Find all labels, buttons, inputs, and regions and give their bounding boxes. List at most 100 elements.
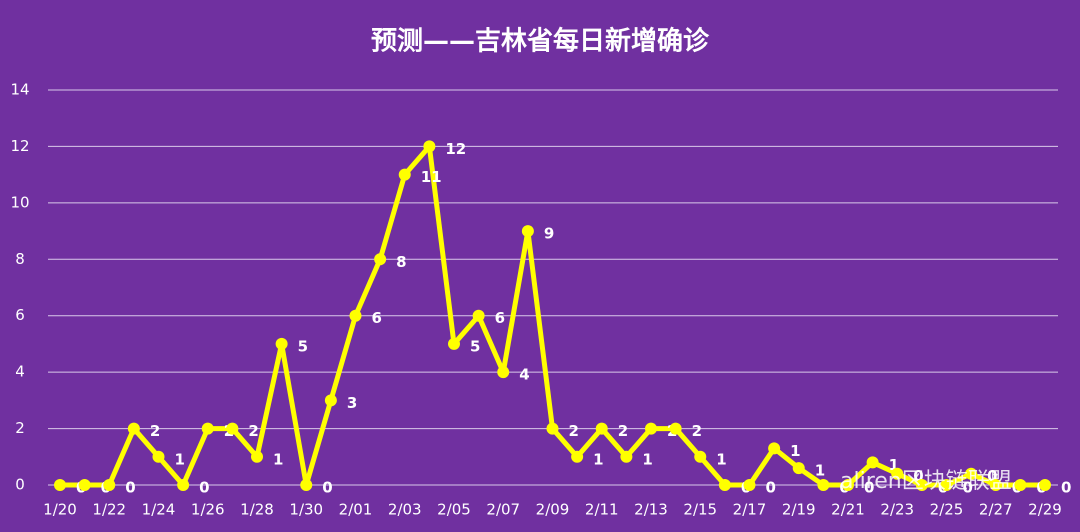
y-tick-label: 4	[15, 363, 25, 381]
value-label: 5	[470, 337, 480, 355]
point	[645, 422, 657, 435]
value-label: 12	[445, 140, 466, 158]
value-label: 1	[642, 450, 652, 468]
value-label: 1	[790, 442, 800, 460]
y-tick-label: 8	[15, 250, 25, 268]
point	[497, 366, 510, 379]
value-label: 5	[298, 337, 308, 355]
point	[54, 479, 66, 491]
y-tick-label: 2	[15, 419, 25, 437]
value-label: 6	[495, 309, 505, 327]
x-tick-label: 2/07	[486, 501, 520, 519]
point	[1039, 479, 1051, 491]
x-tick-label: 2/27	[979, 501, 1013, 519]
point	[300, 479, 313, 491]
point	[275, 337, 288, 350]
value-label: 0	[322, 479, 332, 497]
x-tick-label: 2/03	[388, 501, 422, 519]
point	[1014, 479, 1027, 491]
x-tick-label: 2/09	[536, 501, 570, 519]
value-label: 0	[987, 467, 997, 485]
value-label: 6	[372, 309, 382, 327]
point	[866, 456, 879, 469]
point	[571, 450, 584, 463]
watermark: aliren区块链联盟	[840, 469, 1012, 494]
value-label: 1	[815, 462, 825, 480]
x-tick-label: 2/11	[585, 501, 619, 519]
value-label: 2	[248, 422, 258, 440]
point	[374, 253, 387, 266]
value-label: 1	[175, 450, 185, 468]
y-tick-label: 12	[10, 137, 29, 155]
point	[940, 479, 953, 491]
x-tick-label: 2/29	[1028, 501, 1062, 519]
point	[989, 479, 1002, 491]
y-tick-label: 0	[15, 476, 25, 494]
point	[127, 422, 140, 435]
value-label: 8	[396, 253, 406, 271]
x-tick-label: 2/01	[339, 501, 373, 519]
point	[472, 309, 485, 322]
point	[226, 422, 239, 435]
point	[521, 225, 534, 238]
value-label: 2	[692, 422, 702, 440]
x-tick-label: 1/24	[142, 501, 176, 519]
x-tick-label: 1/30	[289, 501, 323, 519]
x-tick-label: 1/22	[92, 501, 126, 519]
point	[743, 479, 756, 491]
y-tick-label: 14	[10, 81, 29, 99]
y-tick-label: 10	[10, 193, 29, 211]
value-label: 3	[347, 394, 357, 412]
point	[792, 462, 805, 475]
point	[423, 140, 436, 153]
point	[546, 422, 559, 435]
x-tick-label: 2/15	[683, 501, 717, 519]
point	[349, 309, 362, 322]
point	[398, 168, 411, 181]
x-tick-label: 2/19	[782, 501, 816, 519]
y-tick-label: 6	[15, 306, 25, 324]
point	[718, 479, 731, 491]
point	[669, 422, 682, 435]
value-label: 1	[716, 450, 726, 468]
point	[251, 450, 263, 463]
point	[78, 479, 91, 491]
x-tick-label: 2/13	[634, 501, 668, 519]
x-tick-label: 1/28	[240, 501, 274, 519]
point	[177, 479, 190, 491]
x-tick-label: 2/25	[930, 501, 964, 519]
value-label: 1	[593, 450, 603, 468]
value-label: 2	[150, 422, 160, 440]
point	[915, 479, 928, 491]
point	[448, 337, 460, 350]
point	[768, 442, 781, 455]
x-tick-label: 2/21	[831, 501, 865, 519]
value-label: 2	[618, 422, 628, 440]
point	[891, 467, 904, 480]
value-label: 0	[766, 479, 776, 497]
value-label: 0	[199, 479, 209, 497]
x-tick-label: 2/05	[437, 501, 471, 519]
point	[595, 422, 608, 435]
x-tick-label: 1/26	[191, 501, 225, 519]
x-tick-label: 2/17	[733, 501, 767, 519]
value-label: 0	[913, 467, 923, 485]
value-label: 1	[889, 456, 899, 474]
point	[842, 479, 854, 491]
value-label: 0	[125, 479, 135, 497]
x-tick-label: 1/20	[43, 501, 77, 519]
point	[620, 450, 633, 463]
value-label: 0	[1061, 479, 1071, 497]
point	[201, 422, 214, 435]
value-label: 2	[569, 422, 579, 440]
value-label: 1	[273, 450, 283, 468]
value-label: 11	[421, 168, 442, 186]
value-label: 0	[864, 479, 874, 497]
point	[965, 467, 978, 480]
point	[324, 394, 337, 407]
x-tick-label: 2/23	[880, 501, 914, 519]
point	[817, 479, 830, 491]
point	[152, 450, 165, 463]
